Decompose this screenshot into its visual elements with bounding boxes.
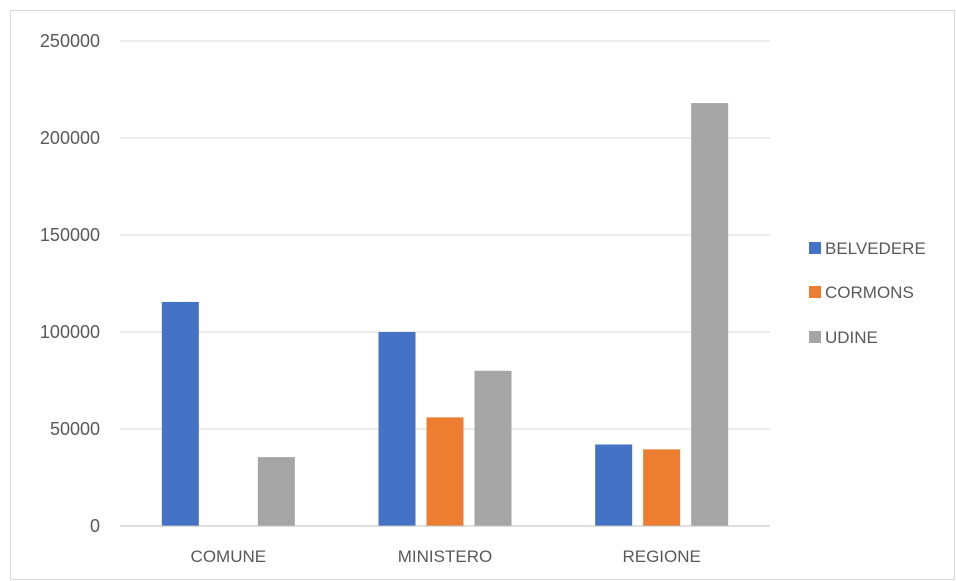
bar-belvedere-comune bbox=[161, 301, 199, 526]
bar-cormons-ministero bbox=[426, 417, 464, 526]
bar-udine-ministero bbox=[474, 370, 512, 526]
bar-belvedere-regione bbox=[595, 444, 633, 526]
x-category-label: REGIONE bbox=[622, 547, 700, 566]
y-tick-label: 150000 bbox=[40, 225, 100, 245]
legend-swatch-cormons bbox=[809, 286, 821, 298]
legend-swatch-belvedere bbox=[809, 242, 821, 254]
legend-label-belvedere: BELVEDERE bbox=[825, 239, 926, 258]
y-tick-label: 200000 bbox=[40, 128, 100, 148]
x-category-label: MINISTERO bbox=[398, 547, 492, 566]
legend-label-cormons: CORMONS bbox=[825, 283, 914, 302]
bar-udine-regione bbox=[691, 103, 729, 526]
x-axis: COMUNE MINISTERO REGIONE bbox=[120, 525, 770, 566]
y-tick-label: 50000 bbox=[50, 419, 100, 439]
y-tick-label: 0 bbox=[90, 516, 100, 536]
bar-udine-comune bbox=[257, 457, 295, 526]
gridlines bbox=[120, 40, 770, 430]
y-axis-tick-labels: 0 50000 100000 150000 200000 250000 bbox=[40, 31, 100, 536]
bar-cormons-regione bbox=[643, 449, 681, 526]
legend-swatch-udine bbox=[809, 331, 821, 343]
y-tick-label: 250000 bbox=[40, 31, 100, 51]
legend-label-udine: UDINE bbox=[825, 328, 878, 347]
x-category-label: COMUNE bbox=[191, 547, 267, 566]
bar-belvedere-ministero bbox=[378, 332, 416, 526]
y-tick-label: 100000 bbox=[40, 322, 100, 342]
legend: BELVEDERE CORMONS UDINE bbox=[809, 239, 926, 347]
bars bbox=[161, 103, 729, 526]
